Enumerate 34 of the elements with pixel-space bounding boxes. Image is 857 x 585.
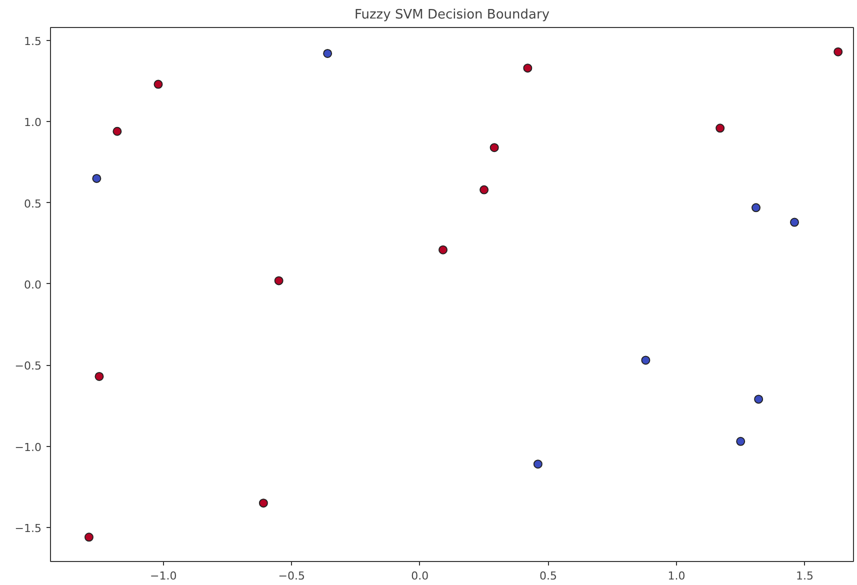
point	[490, 143, 499, 152]
point	[84, 532, 94, 542]
x-tick-label: 0.5	[539, 570, 557, 582]
y-tick-label: 1.5	[24, 34, 42, 48]
point	[258, 498, 268, 508]
y-tick-label: 1.0	[24, 116, 42, 130]
point	[716, 124, 725, 133]
x-tick-label: 1.5	[796, 570, 814, 582]
y-tick-label: −0.5	[14, 360, 42, 373]
x-tick-label: −1.0	[150, 570, 177, 582]
point	[274, 276, 284, 286]
x-tick-label: 0.0	[411, 570, 429, 582]
chart-title: Fuzzy SVM Decision Boundary	[354, 8, 550, 22]
point	[834, 47, 843, 56]
point	[752, 203, 761, 212]
y-tick-label: 0.0	[24, 278, 42, 292]
point	[480, 185, 489, 194]
point	[641, 356, 650, 365]
point	[154, 80, 163, 89]
y-tick-label: −1.5	[14, 522, 42, 535]
point	[790, 218, 799, 227]
point	[523, 64, 532, 73]
point	[92, 174, 102, 183]
y-tick-label: 0.5	[24, 197, 42, 210]
point	[438, 245, 448, 254]
point	[736, 436, 746, 446]
point	[94, 372, 104, 381]
y-tick-label: −1.0	[14, 440, 42, 454]
point	[323, 48, 332, 58]
x-tick-label: −0.5	[278, 570, 306, 582]
point	[533, 460, 542, 469]
x-tick-label: 1.0	[668, 570, 686, 582]
point	[112, 126, 122, 136]
point	[754, 394, 764, 404]
